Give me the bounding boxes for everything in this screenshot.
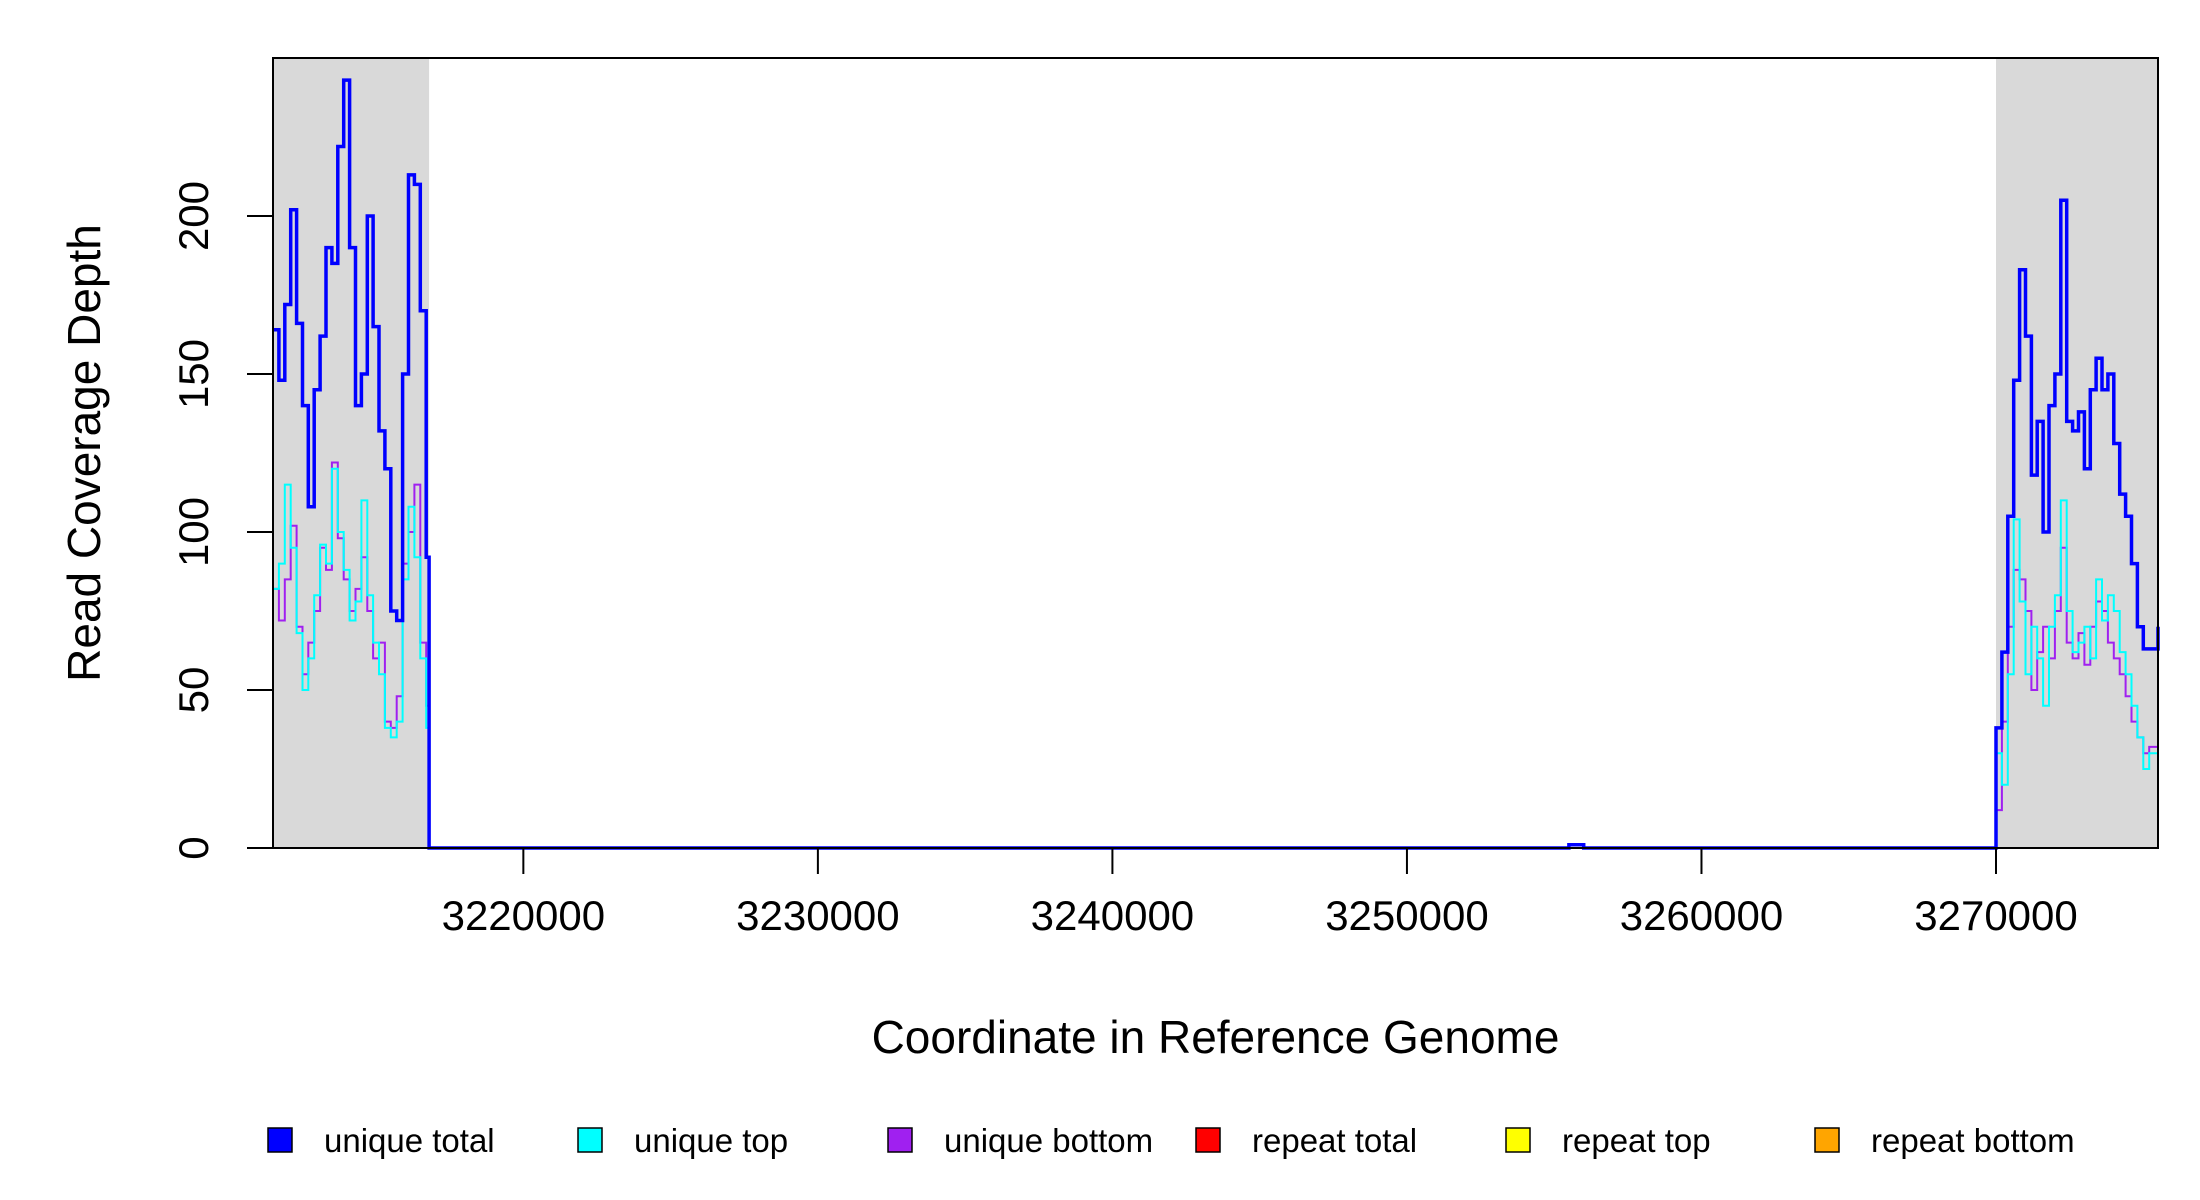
shaded-region xyxy=(1996,58,2158,848)
legend-swatch-unique-top xyxy=(577,1127,603,1153)
y-tick-label: 0 xyxy=(170,836,217,859)
x-tick-label: 3240000 xyxy=(1031,892,1195,939)
legend-label-repeat-top: repeat top xyxy=(1562,1122,1711,1159)
plot-frame xyxy=(272,57,2159,849)
legend-label-repeat-bottom: repeat bottom xyxy=(1871,1122,2075,1159)
y-tick-label: 200 xyxy=(170,181,217,251)
legend-label-repeat-total: repeat total xyxy=(1252,1122,1417,1159)
series-lines xyxy=(273,78,2160,850)
y-axis-title: Read Coverage Depth xyxy=(58,224,110,682)
y-tick-label: 100 xyxy=(170,497,217,567)
legend-label-unique-top: unique top xyxy=(634,1122,788,1159)
legend-swatch-repeat-total xyxy=(1195,1127,1221,1153)
shaded-regions xyxy=(273,58,2158,848)
series-line-unique-bottom xyxy=(273,461,2159,849)
x-tick-label: 3230000 xyxy=(736,892,900,939)
y-tick-label: 50 xyxy=(170,667,217,714)
x-axis-title: Coordinate in Reference Genome xyxy=(872,1011,1560,1063)
x-tick-label: 3260000 xyxy=(1620,892,1784,939)
legend-swatch-unique-total xyxy=(267,1127,293,1153)
x-axis: 3220000 3230000 3240000 3250000 3260000 32700… xyxy=(442,848,2078,939)
y-tick-label: 150 xyxy=(170,339,217,409)
legend-label-unique-bottom: unique bottom xyxy=(944,1122,1153,1159)
legend-swatch-repeat-bottom xyxy=(1814,1127,1840,1153)
y-axis: 0 50 100 150 200 xyxy=(170,181,273,860)
series-line-unique-top xyxy=(273,467,2159,849)
series-line-unique-total xyxy=(273,78,2160,850)
legend-swatch-repeat-top xyxy=(1505,1127,1531,1153)
x-tick-label: 3270000 xyxy=(1914,892,2078,939)
legend-label-unique-total: unique total xyxy=(324,1122,495,1159)
legend: unique total unique top unique bottom repea… xyxy=(267,1122,2075,1159)
legend-swatch-unique-bottom xyxy=(887,1127,913,1153)
x-tick-label: 3220000 xyxy=(442,892,606,939)
x-tick-label: 3250000 xyxy=(1325,892,1489,939)
